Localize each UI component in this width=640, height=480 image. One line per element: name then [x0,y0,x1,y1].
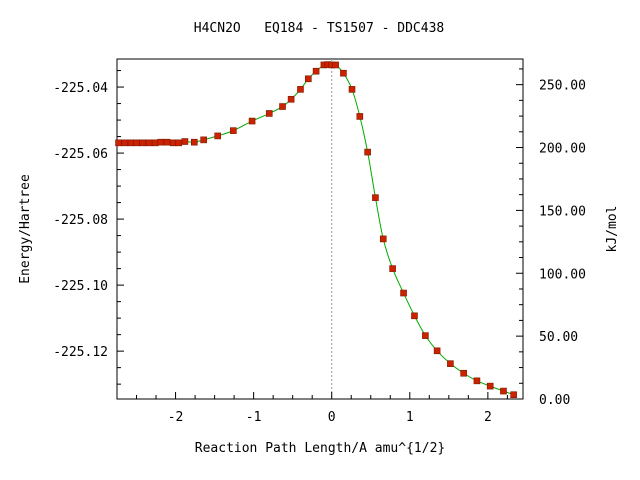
y2-tick-label: 0.00 [539,393,570,408]
data-point [400,289,407,297]
data-point [145,139,153,147]
data-point [115,139,122,147]
data-point [389,265,396,272]
data-point [411,312,418,320]
data-point [163,138,171,146]
data-point [230,127,237,134]
data-point [500,387,507,395]
x-tick-label: 1 [406,410,414,425]
data-point [379,235,387,243]
data-point [372,194,379,201]
data-point [151,139,159,147]
x-tick-label: 0 [328,410,336,425]
data-point [287,95,295,103]
data-point [127,139,135,147]
x-tick-label: -1 [246,410,262,425]
y-axis-label: Energy/Hartree [18,174,33,284]
x-axis-label: Reaction Path Length/A amu^{1/2} [195,441,445,456]
energy-series-line [118,63,514,396]
data-point [348,86,356,93]
x-tick-label: -2 [168,410,184,425]
plot-area-frame [116,58,524,400]
data-point [214,132,222,140]
data-point [297,86,304,93]
data-point [175,139,182,147]
data-point [121,139,129,147]
y2-tick-label: 100.00 [539,267,586,282]
data-point [304,75,312,83]
data-point [200,136,207,144]
data-point [312,67,320,75]
data-point [157,138,165,146]
data-point [510,391,517,399]
data-point [433,347,441,355]
data-point [169,139,177,147]
y2-tick-label: 150.00 [539,204,586,219]
data-point [181,138,189,145]
data-point [340,69,347,77]
y2-tick-label: 200.00 [539,142,586,157]
data-point [332,61,339,69]
chart-title: H4CN2O EQ184 - TS1507 - DDC438 [194,21,444,36]
data-point [248,117,256,125]
data-point [279,103,286,110]
y2-axis-label: kJ/mol [605,206,620,253]
data-point [422,332,429,339]
y-axis-left: -225.04 -225.06 -225.08 -225.10 -225.12 [53,70,124,385]
data-point [356,113,364,120]
y-tick-label: -225.10 [53,279,108,294]
data-point [364,148,371,156]
y-axis-right: 250.00 200.00 150.00 100.00 50.00 0.00 [516,68,586,408]
y-tick-label: -225.06 [53,147,108,162]
data-point [190,138,198,146]
data-point [265,110,273,117]
y2-tick-label: 50.00 [539,330,578,345]
x-axis: -2 -1 0 1 2 [136,392,508,425]
y-tick-label: -225.04 [53,81,108,96]
y-tick-label: -225.12 [53,345,108,360]
data-point [473,377,481,385]
y-tick-label: -225.08 [53,213,108,228]
data-point [133,139,140,147]
y2-tick-label: 250.00 [539,79,586,94]
data-point [447,360,454,367]
energy-series-markers [115,61,517,399]
data-point [486,382,494,390]
x-tick-label: 2 [484,410,492,425]
data-point [139,139,147,147]
data-point [460,369,467,377]
